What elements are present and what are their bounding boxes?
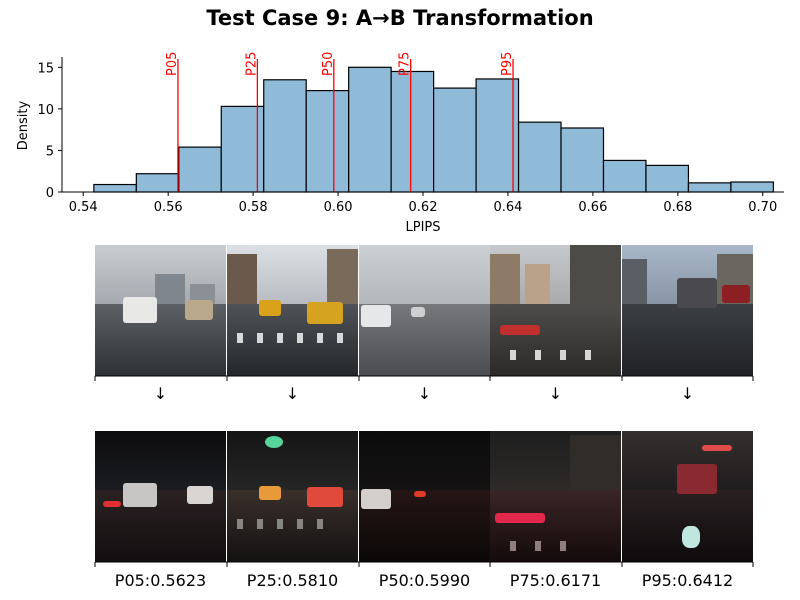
- percentile-label-p25: P25: [244, 52, 259, 76]
- y-tick-label-2: 10: [37, 103, 54, 118]
- histogram-bar-6: [348, 66, 392, 193]
- percentile-label-p50: P50: [321, 52, 336, 76]
- transformed-image-p75: [490, 431, 621, 562]
- caption-p25: P25:0.5810: [246, 571, 339, 590]
- x-tick-label-8: 0.70: [748, 200, 777, 215]
- y-tick-label-0: 0: [46, 186, 54, 201]
- histogram-bar-5: [305, 89, 350, 193]
- percentile-label-p05: P05: [165, 52, 180, 76]
- transformed-image-p50: [359, 431, 490, 562]
- source-image-p50: [359, 245, 490, 376]
- source-image-p25: [227, 245, 358, 376]
- histogram-bar-7: [390, 70, 435, 193]
- x-tick-label-2: 0.58: [239, 200, 268, 215]
- histogram-bar-10: [517, 121, 562, 193]
- transformed-image-p25: [227, 431, 358, 562]
- x-tick-label-1: 0.56: [154, 200, 183, 215]
- x-axis-label: LPIPS: [405, 220, 440, 235]
- caption-p50: P50:0.5990: [378, 571, 471, 590]
- histogram-bar-12: [602, 159, 647, 193]
- percentile-label-p95: P95: [500, 52, 515, 76]
- histogram-bar-13: [645, 164, 690, 193]
- x-tick-label-7: 0.68: [663, 200, 692, 215]
- transformed-image-p95: [622, 431, 753, 562]
- histogram-bar-0: [93, 183, 137, 193]
- arrow-5: ↓: [680, 384, 695, 403]
- x-tick-label-5: 0.64: [493, 200, 522, 215]
- x-tick-label-0: 0.54: [69, 200, 98, 215]
- x-tick-label-4: 0.62: [409, 200, 438, 215]
- source-image-p05: [95, 245, 226, 376]
- caption-p95: P95:0.6412: [641, 571, 734, 590]
- histogram-bar-8: [433, 87, 477, 193]
- histogram-bar-3: [220, 105, 265, 193]
- histogram-bar-11: [560, 127, 605, 193]
- histogram-bar-1: [135, 173, 180, 193]
- histogram-bar-14: [687, 182, 732, 193]
- caption-p75: P75:0.6171: [509, 571, 602, 590]
- transformed-image-p05: [95, 431, 226, 562]
- arrow-2: ↓: [285, 384, 300, 403]
- y-tick-label-1: 5: [46, 144, 54, 159]
- y-axis-label: Density: [16, 100, 31, 150]
- figure-title: Test Case 9: A→B Transformation: [206, 6, 594, 30]
- x-tick-label-6: 0.66: [578, 200, 607, 215]
- source-image-p75: [490, 245, 621, 376]
- x-tick-label-3: 0.60: [324, 200, 353, 215]
- source-image-p95: [622, 245, 753, 376]
- arrow-3: ↓: [417, 384, 432, 403]
- lpips-histogram: P05 P25 P50 P75 P95 0.54 0.56 0.58 0.60 0.62 0.64 0…: [16, 52, 784, 235]
- arrow-1: ↓: [153, 384, 168, 403]
- y-tick-label-3: 15: [37, 61, 54, 76]
- histogram-bar-15: [730, 181, 774, 193]
- caption-p05: P05:0.5623: [114, 571, 207, 590]
- arrow-4: ↓: [548, 384, 563, 403]
- histogram-bar-9: [475, 78, 520, 193]
- percentile-label-p75: P75: [398, 52, 413, 76]
- histogram-bar-4: [263, 79, 307, 193]
- histogram-bar-2: [178, 146, 222, 193]
